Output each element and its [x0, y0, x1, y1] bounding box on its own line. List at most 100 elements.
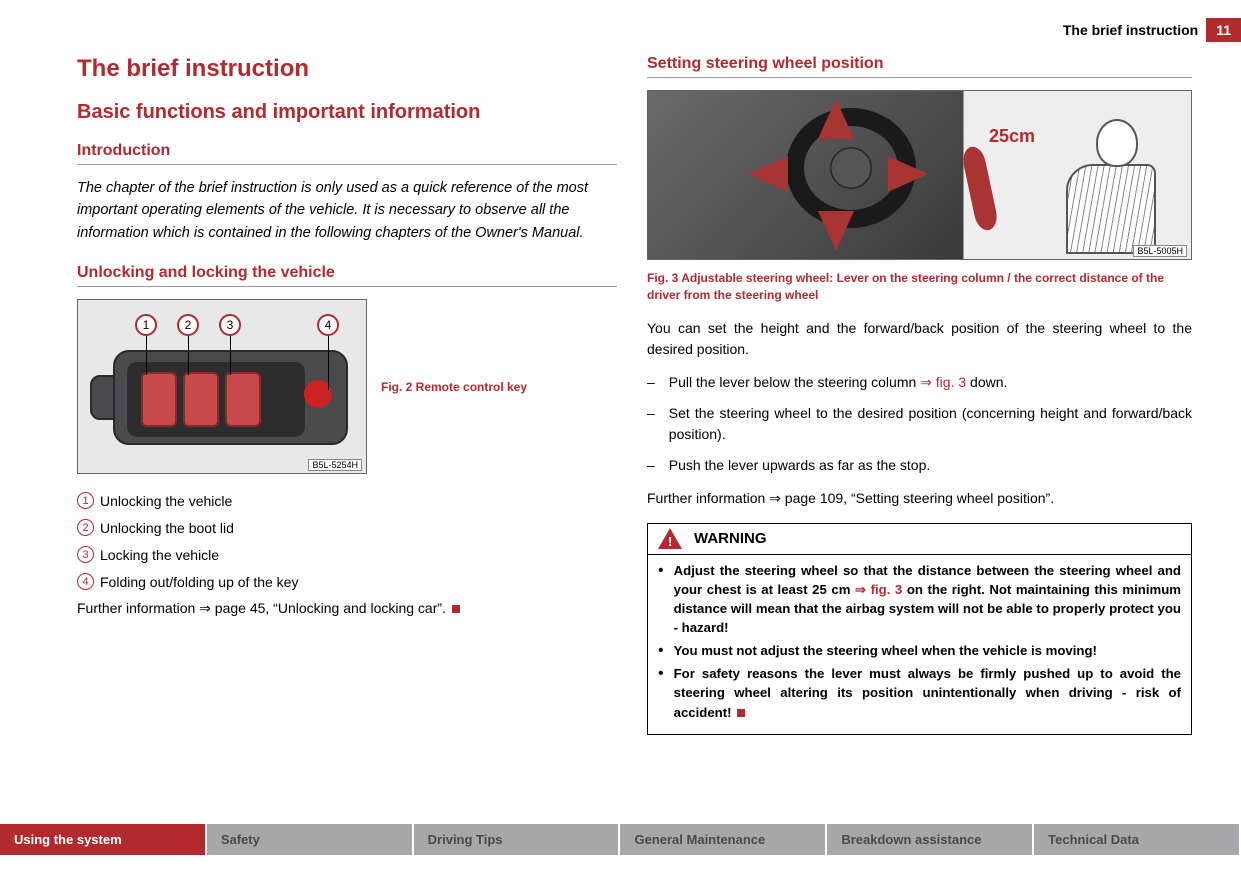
legend-number-2: 2 — [77, 519, 94, 536]
subsection-steering: Setting steering wheel position — [647, 55, 1192, 78]
chapter-title: The brief instruction — [77, 55, 617, 83]
legend-number-3: 3 — [77, 546, 94, 563]
warning-item-1: • Adjust the steering wheel so that the … — [658, 561, 1181, 638]
section-title: Basic functions and important informatio… — [77, 101, 617, 124]
warning-item-3: • For safety reasons the lever must alwa… — [658, 664, 1181, 721]
figure-3-caption: Fig. 3 Adjustable steering wheel: Lever … — [647, 270, 1192, 304]
tab-technical-data[interactable]: Technical Data — [1034, 824, 1241, 855]
page-header: The brief instruction 11 — [1063, 18, 1241, 42]
further-pre-left: Further information — [77, 600, 199, 616]
person-graphic — [1021, 114, 1171, 259]
driver-distance-graphic: 25cm — [963, 91, 1191, 259]
fig-ref-2: ⇒ fig. 3 — [855, 582, 902, 597]
legend-number-4: 4 — [77, 573, 94, 590]
key-button-2-graphic — [183, 372, 219, 427]
warning-2-text: You must not adjust the steering wheel w… — [674, 641, 1097, 660]
dash-icon: – — [647, 455, 655, 476]
warning-3-text: For safety reasons the lever must always… — [674, 664, 1181, 721]
legend-text-1: Unlocking the vehicle — [100, 493, 232, 509]
further-info-left: Further information ⇒ page 45, “Unlockin… — [77, 600, 617, 617]
legend-text-4: Folding out/folding up of the key — [100, 574, 298, 590]
key-inner-graphic — [127, 362, 305, 437]
figure-3-code: B5L-5005H — [1133, 245, 1187, 257]
subsection-intro: Introduction — [77, 142, 617, 165]
subsection-unlock: Unlocking and locking the vehicle — [77, 264, 617, 287]
warning-2-bold: You must not adjust the steering wheel w… — [674, 643, 1097, 658]
callout-3: 3 — [219, 314, 241, 336]
arrow-right-icon — [888, 156, 928, 192]
figure-3-image: 25cm B5L-5005H — [647, 90, 1192, 260]
figure-2-caption: Fig. 2 Remote control key — [381, 380, 527, 394]
callout-line-2 — [188, 335, 189, 375]
step-1-text: Pull the lever below the steering column… — [669, 372, 1008, 393]
person-head-graphic — [1096, 119, 1138, 167]
end-marker-icon — [737, 709, 745, 717]
step-1-pre: Pull the lever below the steering column — [669, 374, 920, 390]
side-wheel-graphic — [960, 145, 999, 233]
right-column: Setting steering wheel position 25cm B5L… — [647, 55, 1192, 735]
arrow-up-icon — [818, 99, 854, 139]
callout-line-1 — [146, 335, 147, 375]
dash-icon: – — [647, 372, 655, 393]
callout-4: 4 — [317, 314, 339, 336]
end-marker-icon — [452, 605, 460, 613]
bullet-icon: • — [658, 641, 664, 660]
tab-using-system[interactable]: Using the system — [0, 824, 207, 855]
tab-breakdown-assistance[interactable]: Breakdown assistance — [827, 824, 1034, 855]
step-1: – Pull the lever below the steering colu… — [647, 372, 1192, 393]
step-2: – Set the steering wheel to the desired … — [647, 403, 1192, 445]
step-3-text: Push the lever upwards as far as the sto… — [669, 455, 930, 476]
further-post-left: page 45, “Unlocking and locking car”. — [211, 600, 446, 616]
tab-general-maintenance[interactable]: General Maintenance — [620, 824, 827, 855]
bullet-icon: • — [658, 561, 664, 638]
step-1-post: down. — [966, 374, 1007, 390]
arrow-icon: ⇒ — [769, 490, 781, 506]
steering-steps-list: – Pull the lever below the steering colu… — [647, 372, 1192, 476]
legend-item-2: 2 Unlocking the boot lid — [77, 519, 617, 536]
dash-icon: – — [647, 403, 655, 445]
legend-number-1: 1 — [77, 492, 94, 509]
callout-1: 1 — [135, 314, 157, 336]
header-section-title: The brief instruction — [1063, 22, 1198, 38]
warning-1-text: Adjust the steering wheel so that the di… — [674, 561, 1181, 638]
fig-ref-1: ⇒ fig. 3 — [920, 374, 966, 390]
figure-2-code: B5L-5254H — [308, 459, 362, 471]
tab-safety[interactable]: Safety — [207, 824, 414, 855]
arrow-down-icon — [818, 211, 854, 251]
legend-text-3: Locking the vehicle — [100, 547, 219, 563]
legend-item-3: 3 Locking the vehicle — [77, 546, 617, 563]
legend-item-1: 1 Unlocking the vehicle — [77, 492, 617, 509]
step-2-text: Set the steering wheel to the desired po… — [669, 403, 1192, 445]
arrow-icon: ⇒ — [199, 600, 211, 616]
figure-2-row: 1 2 3 4 B5L-5254H Fig. 2 Remote control … — [77, 299, 617, 474]
warning-body: • Adjust the steering wheel so that the … — [648, 555, 1191, 734]
legend-text-2: Unlocking the boot lid — [100, 520, 234, 536]
bullet-icon: • — [658, 664, 664, 721]
step-3: – Push the lever upwards as far as the s… — [647, 455, 1192, 476]
arrow-left-icon — [748, 156, 788, 192]
further-pre-right: Further information — [647, 490, 769, 506]
callout-line-3 — [230, 335, 231, 375]
page-number: 11 — [1206, 18, 1241, 42]
warning-box: ! WARNING • Adjust the steering wheel so… — [647, 523, 1192, 735]
person-torso-graphic — [1066, 164, 1156, 254]
left-column: The brief instruction Basic functions an… — [77, 55, 617, 735]
further-info-right: Further information ⇒ page 109, “Setting… — [647, 488, 1192, 509]
warning-triangle-icon: ! — [658, 528, 682, 550]
intro-paragraph: The chapter of the brief instruction is … — [77, 177, 617, 244]
callout-line-4 — [328, 335, 329, 390]
warning-3-bold: For safety reasons the lever must always… — [674, 666, 1181, 719]
steering-intro-text: You can set the height and the forward/b… — [647, 318, 1192, 360]
key-button-1-graphic — [141, 372, 177, 427]
tab-driving-tips[interactable]: Driving Tips — [414, 824, 621, 855]
figure-2-image: 1 2 3 4 B5L-5254H — [77, 299, 367, 474]
further-post-right: page 109, “Setting steering wheel positi… — [781, 490, 1054, 506]
legend-item-4: 4 Folding out/folding up of the key — [77, 573, 617, 590]
warning-item-2: • You must not adjust the steering wheel… — [658, 641, 1181, 660]
page-content: The brief instruction Basic functions an… — [77, 55, 1186, 735]
callout-2: 2 — [177, 314, 199, 336]
footer-tabs: Using the system Safety Driving Tips Gen… — [0, 824, 1241, 855]
warning-header: ! WARNING — [648, 524, 1191, 555]
warning-title: WARNING — [694, 530, 767, 547]
steering-wheel-graphic — [648, 91, 963, 259]
